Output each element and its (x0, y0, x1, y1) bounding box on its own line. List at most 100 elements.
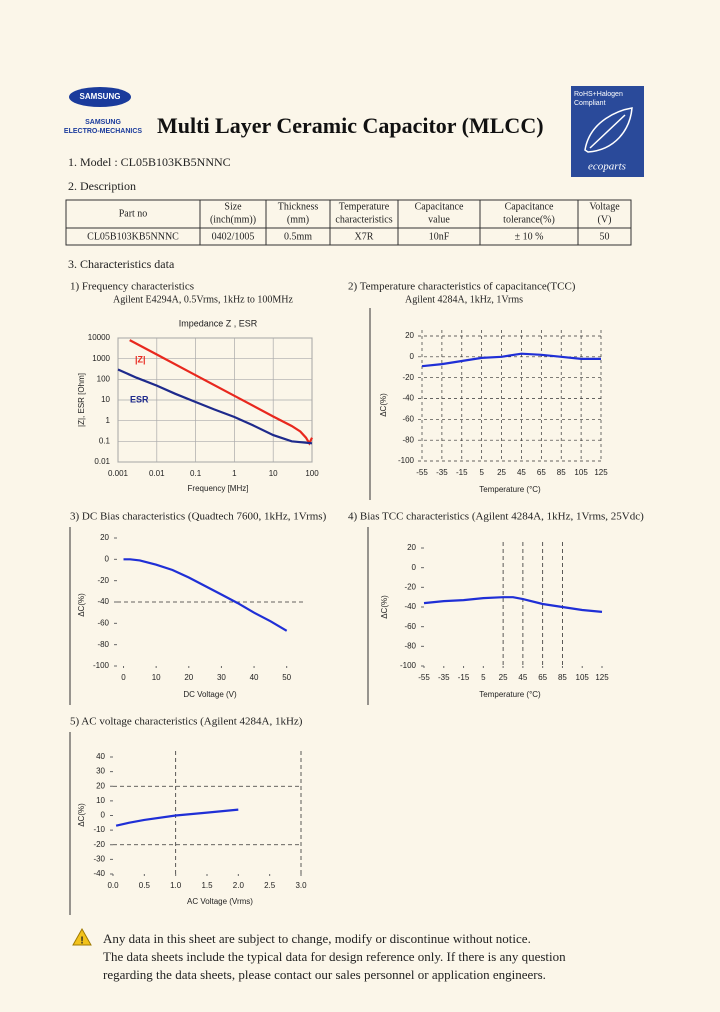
y-tick-label: 20 (96, 781, 105, 790)
model: 1. Model : CL05B103KB5NNNC (68, 155, 231, 169)
chart-heading: 4) Bias TCC characteristics (Agilent 428… (348, 511, 644, 523)
y-tick-label: 20 (405, 331, 414, 340)
x-tick-label: 125 (594, 468, 608, 477)
y-tick-label: 0.1 (99, 436, 111, 445)
table-header: Capacitance (505, 201, 554, 212)
y-axis-label: ΔC(%) (77, 803, 86, 827)
x-tick-label: 30 (217, 673, 226, 682)
x-axis-label: Temperature (°C) (479, 485, 541, 494)
x-tick-label: 125 (595, 673, 609, 682)
spec-table: Part no CL05B103KB5NNNC Size (inch(mm)) 0402… (65, 199, 632, 246)
chart: 3) DC Bias characteristics (Quadtech 760… (69, 511, 327, 705)
x-tick-label: 0.01 (149, 469, 165, 478)
notice-line: Any data in this sheet are subject to ch… (103, 931, 531, 946)
table-frame (65, 199, 632, 246)
x-tick-label: 25 (497, 468, 506, 477)
series-line (421, 352, 601, 368)
table-cell: CL05B103KB5NNNC (87, 231, 179, 242)
y-tick-label: -40 (93, 869, 105, 878)
x-axis-label: Frequency [MHz] (188, 484, 249, 493)
x-tick-label: 2.0 (233, 881, 245, 890)
table-header: Part no (119, 208, 148, 219)
table-header: (V) (598, 214, 612, 225)
series-line (129, 339, 313, 446)
y-tick-label: -20 (97, 576, 109, 585)
logo-mark (69, 87, 131, 107)
badge-text: Compliant (574, 100, 606, 107)
notice-line: The data sheets include the typical data… (103, 949, 566, 964)
x-tick-label: 5 (481, 673, 486, 682)
y-tick-label: -40 (404, 602, 416, 611)
chart-heading: 1) Frequency characteristics (70, 281, 194, 293)
y-tick-label: 30 (96, 767, 105, 776)
table-header: Thickness (278, 201, 319, 212)
warning-mark: ! (80, 936, 83, 947)
y-tick-label: 0 (101, 811, 106, 820)
y-tick-label: 1000 (92, 354, 110, 363)
x-tick-label: 65 (538, 673, 547, 682)
x-tick-label: -15 (458, 673, 470, 682)
x-tick-label: 0.5 (139, 881, 151, 890)
leaf-icon (584, 107, 633, 153)
x-tick-label: 2.5 (264, 881, 276, 890)
x-tick-label: 105 (574, 468, 588, 477)
x-tick-label: 10 (269, 469, 278, 478)
x-axis-label: Temperature (°C) (479, 690, 541, 699)
series-line (117, 368, 313, 445)
y-axis-label: ΔC(%) (77, 593, 86, 617)
chart: 2) Temperature characteristics of capaci… (348, 281, 608, 500)
series-line (115, 808, 239, 827)
y-tick-label: 0.01 (94, 457, 110, 466)
table-header: value (428, 214, 450, 225)
x-tick-label: 0.1 (190, 469, 202, 478)
y-tick-label: -60 (404, 622, 416, 631)
notice-line: regarding the data sheets, please contac… (103, 967, 546, 982)
y-axis-label: |Z|, ESR [Ohm] (77, 373, 86, 427)
x-tick-label: 0 (121, 673, 126, 682)
y-tick-label: -80 (402, 435, 414, 444)
table-header: (inch(mm)) (210, 214, 256, 225)
y-tick-label: 20 (407, 543, 416, 552)
chart: 4) Bias TCC characteristics (Agilent 428… (348, 511, 644, 705)
logo-text: SAMSUNG (85, 119, 121, 126)
plot-title: Impedance Z , ESR (179, 318, 258, 328)
series-label: ESR (130, 394, 149, 404)
y-tick-label: 40 (96, 752, 105, 761)
chart-heading: 3) DC Bias characteristics (Quadtech 760… (70, 511, 327, 523)
badge-brand: ecoparts (588, 161, 626, 173)
x-tick-label: 1.5 (201, 881, 213, 890)
x-tick-label: 3.0 (295, 881, 307, 890)
y-tick-label: -20 (93, 840, 105, 849)
x-axis-label: DC Voltage (V) (183, 690, 237, 699)
x-tick-label: 0.001 (108, 469, 129, 478)
y-tick-label: 10 (101, 395, 110, 404)
y-tick-label: -80 (97, 640, 109, 649)
table-header: Size (224, 201, 242, 212)
x-tick-label: 45 (517, 468, 526, 477)
y-tick-label: -60 (402, 414, 414, 423)
y-tick-label: -100 (93, 661, 110, 670)
y-tick-label: 0 (410, 352, 415, 361)
logo-text: ELECTRO-MECHANICS (64, 128, 142, 135)
x-tick-label: 105 (576, 673, 590, 682)
y-tick-label: 20 (100, 533, 109, 542)
y-tick-label: -10 (93, 825, 105, 834)
y-tick-label: 0 (105, 554, 110, 563)
x-tick-label: 45 (518, 673, 527, 682)
y-tick-label: -80 (404, 641, 416, 650)
y-tick-label: -100 (400, 661, 417, 670)
y-tick-label: 100 (97, 374, 111, 383)
x-axis-label: AC Voltage (Vrms) (187, 897, 253, 906)
x-tick-label: 25 (499, 673, 508, 682)
chart-subtitle: Agilent E4294A, 0.5Vrms, 1kHz to 100MHz (113, 294, 293, 305)
table-header: characteristics (335, 214, 392, 225)
y-tick-label: -100 (398, 456, 415, 465)
table-header: Temperature (339, 201, 390, 212)
table-header: Capacitance (415, 201, 464, 212)
x-tick-label: -55 (418, 673, 430, 682)
x-tick-label: -55 (416, 468, 428, 477)
x-tick-label: 100 (305, 469, 319, 478)
y-tick-label: -40 (97, 597, 109, 606)
x-tick-label: 85 (558, 673, 567, 682)
